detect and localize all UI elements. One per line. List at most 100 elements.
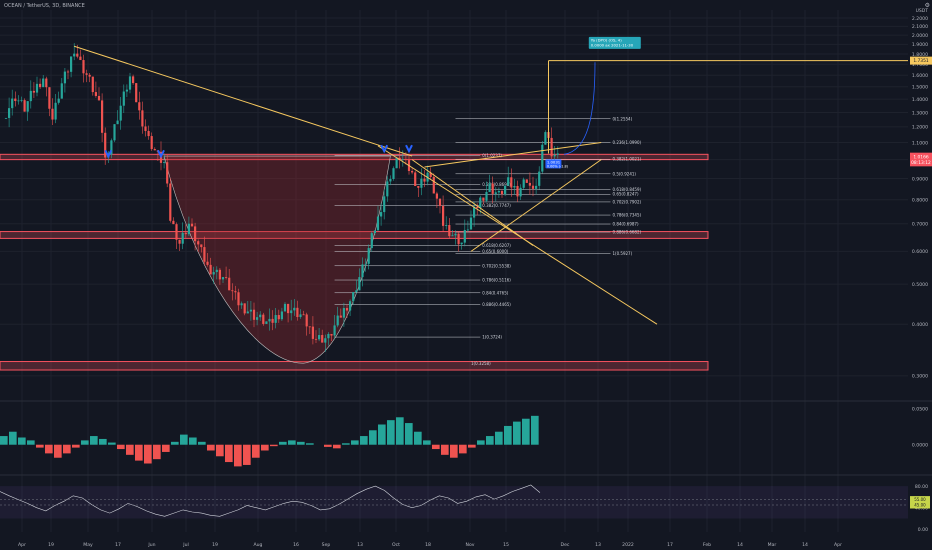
candle-body (318, 335, 321, 340)
candle-body (339, 315, 342, 318)
macd-bar (171, 441, 179, 445)
gear-icon[interactable]: ⚙ (924, 2, 930, 9)
blue-marker-icon (104, 149, 113, 159)
candle-body (57, 98, 60, 103)
candle-body (79, 56, 82, 61)
candle-body (228, 277, 231, 291)
blue-marker-icon (157, 149, 165, 159)
candle-body (411, 171, 414, 173)
x-tick-label: Apr (18, 542, 26, 548)
price-label-countdown (910, 158, 932, 167)
candle-body (438, 198, 442, 206)
macd-bar (414, 431, 422, 445)
y-tick-label: 1.7000 (912, 62, 928, 68)
candle-body (491, 183, 494, 194)
wedge-upper-line (424, 142, 602, 168)
candle-body (423, 178, 426, 182)
fib-base-label: 1(0.3258) (471, 361, 491, 366)
candle-body (175, 224, 178, 240)
macd-bar (450, 444, 458, 458)
y-tick-label: 1.5000 (912, 85, 928, 91)
current-price-box-line1: 1.0031 (547, 159, 561, 164)
fib-level-label: 0.65(0.6000) (482, 249, 508, 254)
fib-level-label: 1(0.3724) (482, 335, 502, 340)
candle-body (4, 117, 8, 119)
blue-marker-icon (405, 144, 413, 154)
candle-body (113, 124, 116, 141)
candle-body (414, 172, 417, 187)
candle-body (184, 232, 187, 235)
candle-body (274, 315, 277, 323)
candle-body (451, 235, 454, 237)
candle-body (14, 98, 17, 101)
candle-body (448, 225, 451, 237)
macd-bar (81, 440, 89, 445)
macd-bar (522, 418, 530, 445)
y-tick-label: 0.3000 (912, 374, 928, 380)
candle-body (516, 185, 519, 197)
macd-bar (27, 440, 35, 445)
fib-level-label: 0.84(0.6987) (613, 222, 639, 227)
macd-y-tick: 0.0500 (912, 406, 928, 412)
macd-bar (441, 444, 449, 455)
candle-body (88, 74, 91, 77)
candle-body (11, 98, 14, 109)
candle-body (398, 157, 401, 160)
candle-body (333, 325, 336, 336)
price-label-text: 1.0166 (913, 154, 929, 160)
candle-body (500, 191, 504, 195)
candle-body (420, 178, 423, 188)
macd-bar (306, 443, 314, 445)
macd-bar (63, 444, 71, 454)
projection-box (588, 36, 641, 49)
candle-body (54, 102, 57, 120)
candle-body (476, 206, 479, 208)
candle-body (178, 239, 181, 244)
candle-body (45, 78, 48, 88)
candle-body (290, 310, 293, 314)
candle-body (404, 159, 407, 160)
candle-body (538, 171, 541, 186)
y-tick-label: 0.6000 (912, 249, 928, 255)
fib-level-label: 0.84(0.4765) (482, 290, 508, 295)
candle-body (187, 223, 190, 235)
candle-body (215, 269, 218, 273)
fib-level-label: 0.786(0.5116) (482, 278, 511, 283)
macd-bar (432, 444, 440, 450)
macd-bar (288, 440, 296, 445)
candle-body (401, 159, 404, 160)
fib-level-label: 0.236(1.0990) (613, 140, 642, 145)
candle-body (243, 303, 246, 314)
candle-body (172, 220, 175, 225)
y-tick-label: 0.9000 (912, 176, 928, 182)
candle-body (432, 176, 435, 194)
macd-bar (144, 444, 152, 464)
rsi-y-tick: 80.00 (915, 484, 928, 490)
candle-body (321, 335, 324, 343)
candle-body (550, 137, 553, 157)
macd-bar (252, 444, 260, 458)
candle-body (110, 140, 113, 155)
candle-body (494, 192, 497, 194)
x-tick-label: Oct (392, 542, 400, 548)
candle-body (97, 95, 101, 101)
x-tick-label: Jun (147, 542, 155, 548)
macd-bar (360, 436, 368, 445)
macd-bar (234, 444, 242, 467)
price-label-last (910, 152, 932, 161)
projection-curve (563, 62, 596, 155)
candle-body (293, 307, 296, 311)
wedge-lower-line (470, 159, 602, 252)
macd-bar (189, 437, 197, 445)
y-tick-label: 1.3000 (912, 110, 928, 116)
candle-body (373, 230, 376, 234)
fib-level-label: 0.236(0.8698) (482, 182, 511, 187)
candle-body (209, 264, 212, 275)
candle-body (218, 269, 221, 280)
channel-line-2 (411, 159, 534, 246)
x-tick-label: 2022 (622, 542, 634, 548)
x-tick-label: 19 (48, 542, 54, 548)
y-tick-label: 1.2000 (912, 125, 928, 131)
candle-body (29, 90, 32, 102)
